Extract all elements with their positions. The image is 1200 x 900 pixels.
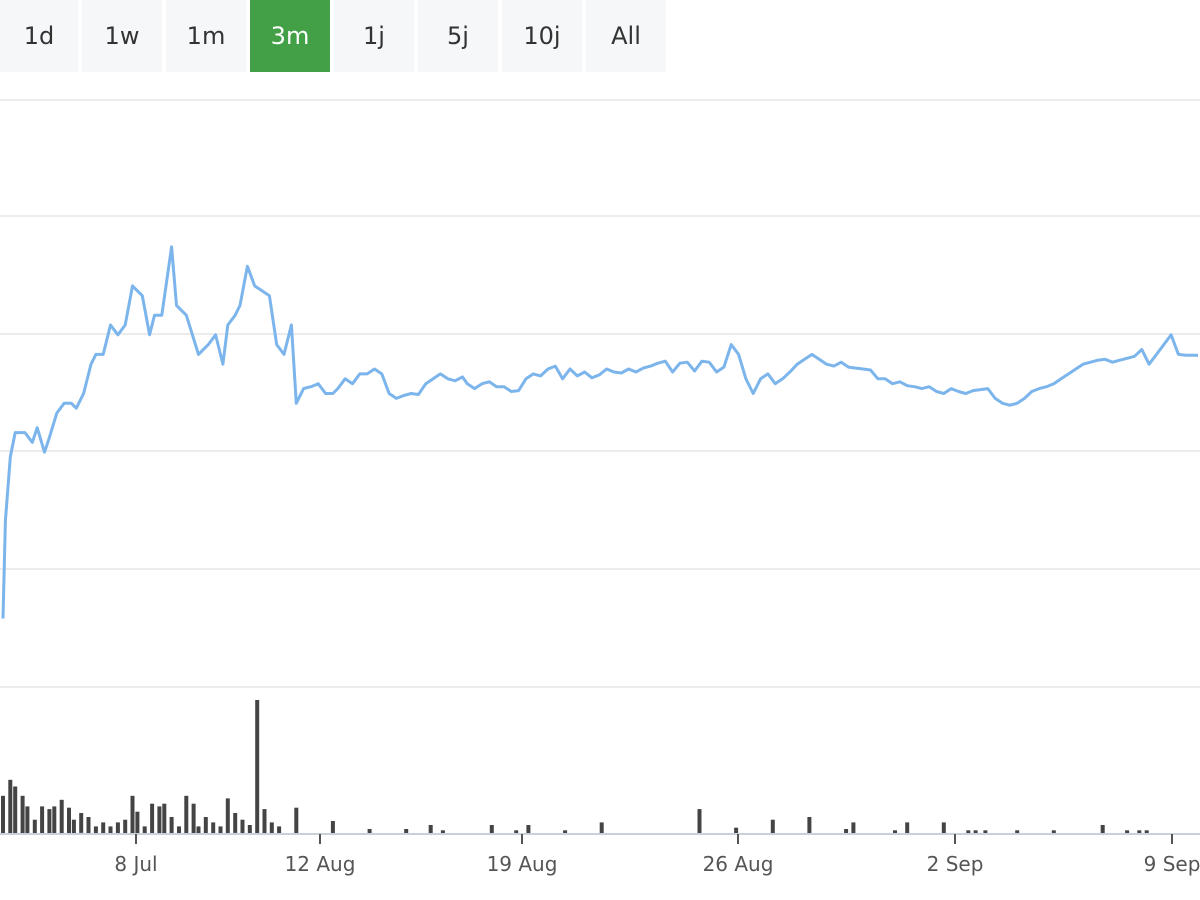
volume-bar <box>191 803 196 833</box>
volume-bar <box>367 829 372 833</box>
volume-bar <box>1 795 5 833</box>
range-button-10j[interactable]: 10j <box>502 0 582 72</box>
range-button-1j[interactable]: 1j <box>334 0 414 72</box>
volume-bar <box>8 779 13 833</box>
range-button-1w[interactable]: 1w <box>82 0 162 72</box>
volume-bar <box>294 807 299 833</box>
volume-bar <box>108 826 113 834</box>
volume-bar <box>941 822 946 833</box>
price-series-line <box>1 245 1198 619</box>
range-button-1d[interactable]: 1d <box>0 0 78 72</box>
volume-bar <box>851 822 856 833</box>
volume-bar <box>233 813 238 833</box>
volume-bar <box>71 819 76 833</box>
volume-bar <box>47 809 52 833</box>
volume-bar <box>32 819 37 833</box>
volume-bar <box>1015 830 1020 833</box>
volume-bar <box>101 822 106 833</box>
volume-bar <box>262 809 267 833</box>
x-tick-label: 9 Sep <box>1144 852 1200 876</box>
x-tick-label: 8 Jul <box>114 852 157 876</box>
range-button-3m[interactable]: 3m <box>250 0 330 72</box>
x-tick-label: 19 Aug <box>487 852 558 876</box>
volume-bar <box>67 807 71 833</box>
x-tick-label: 26 Aug <box>703 852 774 876</box>
volume-bar <box>514 830 519 833</box>
volume-bar <box>563 830 568 833</box>
volume-bar <box>330 821 335 833</box>
volume-bar <box>428 825 433 833</box>
volume-bar <box>177 826 181 834</box>
volume-bar <box>86 817 91 833</box>
volume-bar <box>240 819 245 833</box>
volume-bar <box>770 819 775 833</box>
volume-bar <box>1144 830 1149 833</box>
volume-bar <box>1137 830 1142 833</box>
volume-bar <box>966 830 971 833</box>
volume-bar <box>905 822 910 833</box>
volume-bar <box>169 817 174 833</box>
volume-bar <box>130 795 135 833</box>
volume-bar <box>59 799 64 834</box>
volume-bar <box>142 826 147 834</box>
volume-bar <box>203 817 208 833</box>
volume-bar <box>1051 830 1056 833</box>
volume-bar <box>93 826 98 834</box>
volume-bar <box>844 829 849 833</box>
volume-bar <box>225 798 230 833</box>
volume-bar <box>269 822 274 833</box>
range-button-all[interactable]: All <box>586 0 666 72</box>
volume-bar <box>277 826 282 834</box>
volume-bars <box>1 700 1149 834</box>
range-button-1m[interactable]: 1m <box>166 0 246 72</box>
volume-bar <box>211 822 216 833</box>
volume-bar <box>123 819 128 833</box>
volume-bar <box>79 813 84 833</box>
volume-bar <box>13 786 18 833</box>
volume-bar <box>40 806 45 833</box>
grid-lines <box>0 99 1200 688</box>
volume-bar <box>20 795 25 833</box>
volume-bar <box>807 817 812 833</box>
volume-bar <box>52 806 57 833</box>
volume-bar <box>697 809 702 833</box>
x-tick-label: 12 Aug <box>285 852 356 876</box>
volume-bar <box>734 827 739 833</box>
volume-bar <box>1100 825 1105 833</box>
range-button-5j[interactable]: 5j <box>418 0 498 72</box>
volume-bar <box>440 830 445 833</box>
volume-bar <box>162 803 167 833</box>
volume-bar <box>599 822 604 833</box>
volume-bar <box>218 826 223 834</box>
volume-bar <box>404 829 409 833</box>
volume-bar <box>135 811 140 833</box>
volume-bar <box>247 825 252 833</box>
volume-bar <box>526 825 531 833</box>
volume-bar <box>150 803 155 833</box>
volume-bar <box>973 830 978 833</box>
volume-bar <box>196 826 201 834</box>
x-tick-label: 2 Sep <box>927 852 984 876</box>
volume-bar <box>25 806 30 833</box>
x-axis-ticks: 8 Jul 12 Aug 19 Aug 26 Aug 2 Sep 9 Sep <box>114 834 1200 876</box>
volume-bar <box>115 822 120 833</box>
volume-bar <box>893 830 897 833</box>
volume-bar <box>489 825 494 833</box>
volume-bar <box>184 795 189 833</box>
volume-bar <box>157 806 162 833</box>
volume-bar <box>1125 830 1130 833</box>
volume-bar <box>983 830 988 833</box>
volume-bar <box>255 700 260 833</box>
